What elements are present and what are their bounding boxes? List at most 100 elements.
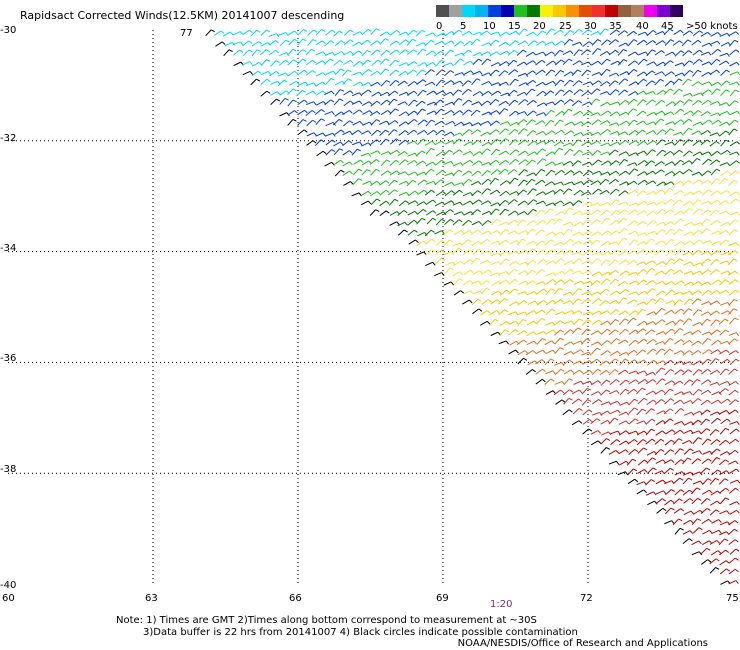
wind-barb [709, 369, 721, 375]
wind-barb [672, 78, 683, 86]
wind-barb [334, 129, 345, 136]
wind-barb [463, 70, 474, 76]
legend-swatch [657, 5, 670, 17]
wind-barb [535, 120, 546, 126]
wind-barb [637, 179, 648, 186]
wind-barb [646, 111, 658, 117]
wind-barb [380, 110, 392, 116]
wind-barb [728, 179, 738, 187]
wind-barb [453, 290, 465, 296]
wind-barb [636, 120, 647, 126]
wind-barb [287, 59, 298, 66]
wind-barb [572, 298, 582, 306]
wind-barb [406, 38, 417, 46]
wind-barb [325, 29, 336, 36]
wind-barb [571, 420, 583, 426]
wind-barb [664, 520, 675, 525]
wind-barb [582, 81, 594, 86]
wind-barb [554, 40, 566, 46]
wind-barb [306, 140, 317, 146]
wind-barb [646, 210, 657, 217]
wind-barb [692, 388, 703, 396]
wind-barb [619, 379, 630, 386]
wind-barb [554, 279, 565, 285]
wind-barb [719, 487, 730, 494]
wind-barb [470, 257, 481, 265]
wind-barb [701, 318, 711, 326]
wind-barb [452, 247, 463, 255]
wind-barb [222, 31, 234, 37]
wind-barb [508, 128, 519, 136]
wind-barb [536, 299, 547, 306]
wind-barb [636, 71, 648, 77]
wind-barb [663, 150, 674, 157]
wind-barb [379, 120, 390, 125]
wind-barb [580, 49, 591, 56]
wind-barb [654, 189, 666, 195]
wind-barb [582, 380, 593, 385]
wind-barb [664, 171, 676, 176]
wind-barb [444, 218, 455, 225]
wind-barb [729, 468, 740, 474]
wind-barb [562, 160, 574, 166]
wind-barb [664, 439, 675, 446]
wind-barb [645, 371, 656, 376]
wind-barb [517, 300, 528, 306]
wind-barb [251, 41, 263, 47]
wind-barb [600, 328, 611, 335]
wind-barb [453, 230, 465, 236]
wind-barb [636, 240, 648, 246]
wind-barb [499, 138, 510, 145]
wind-barb [259, 49, 270, 56]
lat-label: -40 [0, 580, 17, 591]
wind-barb [544, 119, 555, 127]
wind-barb [710, 448, 721, 455]
wind-barb [489, 110, 500, 115]
wind-barb [691, 130, 702, 136]
wind-barb [563, 89, 574, 96]
wind-barb [709, 358, 720, 365]
wind-barb [315, 81, 326, 87]
wind-barb [443, 62, 454, 67]
wind-barb [609, 390, 620, 395]
wind-barb [581, 328, 591, 336]
wind-barb [682, 391, 693, 396]
wind-barb [590, 418, 601, 425]
wind-barb [637, 378, 649, 385]
wind-barb [600, 217, 611, 225]
wind-barb [729, 211, 740, 216]
wind-barb [691, 81, 702, 87]
wind-barb [297, 129, 308, 136]
wind-barb [424, 140, 436, 146]
wind-barb [536, 330, 547, 335]
wind-barb [663, 348, 674, 356]
wind-barb [562, 201, 574, 207]
wind-barb [407, 219, 418, 226]
wind-barb [545, 370, 556, 375]
wind-barb [434, 272, 445, 277]
wind-barb [490, 169, 501, 176]
wind-barb [516, 91, 528, 97]
wind-barb [672, 40, 683, 46]
wind-barb [472, 70, 483, 76]
wind-barb [663, 359, 674, 366]
wind-barb [315, 90, 327, 96]
wind-barb [581, 191, 592, 196]
wind-barb [709, 290, 721, 296]
wind-barb [472, 270, 483, 276]
legend-swatch [618, 5, 631, 17]
legend-swatch [501, 5, 514, 17]
wind-barb [498, 41, 509, 47]
wind-barb [664, 71, 675, 77]
wind-barb [691, 398, 702, 405]
wind-barb [553, 287, 564, 295]
wind-barb [618, 289, 630, 295]
wind-barb [526, 228, 536, 236]
wind-barb [305, 70, 316, 76]
wind-barb [655, 99, 666, 106]
wind-barb [360, 39, 371, 46]
wind-barb [636, 308, 647, 316]
wind-barb [553, 189, 564, 195]
wind-barb [470, 109, 481, 116]
wind-barb [582, 161, 593, 166]
